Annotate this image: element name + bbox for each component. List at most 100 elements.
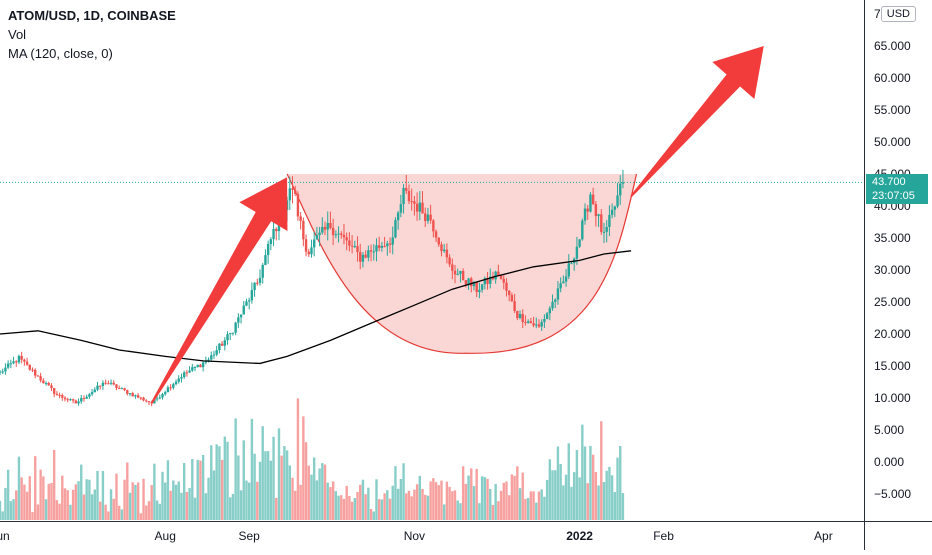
candle-body[interactable] bbox=[50, 385, 53, 389]
candle-body[interactable] bbox=[126, 390, 129, 394]
candle-body[interactable] bbox=[467, 278, 470, 285]
candle-body[interactable] bbox=[537, 324, 541, 327]
candle-body[interactable] bbox=[415, 203, 419, 212]
candle-body[interactable] bbox=[117, 387, 121, 389]
candle-body[interactable] bbox=[253, 282, 256, 291]
candle-body[interactable] bbox=[63, 397, 67, 400]
candle-body[interactable] bbox=[610, 209, 614, 215]
candle-body[interactable] bbox=[155, 398, 159, 400]
candle-body[interactable] bbox=[548, 308, 552, 314]
candle-body[interactable] bbox=[581, 220, 584, 240]
candle-body[interactable] bbox=[36, 375, 40, 377]
candle-body[interactable] bbox=[478, 289, 481, 293]
candle-body[interactable] bbox=[258, 277, 262, 283]
candle-body[interactable] bbox=[226, 334, 229, 341]
candle-body[interactable] bbox=[326, 222, 329, 230]
candle-body[interactable] bbox=[342, 234, 346, 238]
candle-body[interactable] bbox=[372, 251, 375, 253]
candle-body[interactable] bbox=[564, 276, 568, 282]
candle-body[interactable] bbox=[174, 381, 178, 385]
candle-body[interactable] bbox=[402, 187, 405, 205]
candle-body[interactable] bbox=[201, 362, 205, 368]
candle-body[interactable] bbox=[166, 387, 170, 393]
candle-body[interactable] bbox=[621, 182, 625, 184]
candle-body[interactable] bbox=[52, 388, 56, 394]
candle-body[interactable] bbox=[93, 389, 96, 393]
candle-body[interactable] bbox=[180, 377, 183, 379]
candle-body[interactable] bbox=[597, 214, 600, 217]
candle-body[interactable] bbox=[218, 343, 221, 351]
candle-body[interactable] bbox=[361, 254, 365, 262]
candle-body[interactable] bbox=[591, 194, 595, 205]
candle-body[interactable] bbox=[559, 283, 562, 289]
candle-body[interactable] bbox=[153, 398, 156, 404]
candle-body[interactable] bbox=[115, 384, 118, 388]
candle-body[interactable] bbox=[321, 226, 324, 233]
candle-body[interactable] bbox=[307, 251, 310, 255]
candle-body[interactable] bbox=[223, 340, 227, 346]
candle-body[interactable] bbox=[329, 222, 332, 228]
candle-body[interactable] bbox=[4, 367, 7, 372]
candle-body[interactable] bbox=[386, 243, 389, 247]
candle-body[interactable] bbox=[491, 276, 495, 280]
candle-body[interactable] bbox=[47, 383, 50, 386]
candle-body[interactable] bbox=[570, 263, 573, 265]
candle-body[interactable] bbox=[456, 273, 459, 275]
candle-body[interactable] bbox=[182, 372, 186, 378]
candle-body[interactable] bbox=[145, 400, 148, 402]
candle-body[interactable] bbox=[31, 369, 34, 371]
candle-body[interactable] bbox=[575, 246, 579, 259]
candle-body[interactable] bbox=[367, 250, 370, 258]
candle-body[interactable] bbox=[429, 214, 432, 221]
candle-body[interactable] bbox=[551, 301, 554, 309]
candle-body[interactable] bbox=[261, 264, 264, 278]
candle-body[interactable] bbox=[239, 314, 243, 318]
candle-body[interactable] bbox=[529, 321, 533, 324]
candle-body[interactable] bbox=[128, 393, 132, 395]
candle-body[interactable] bbox=[345, 237, 348, 241]
candle-body[interactable] bbox=[586, 208, 589, 212]
candle-body[interactable] bbox=[502, 278, 505, 283]
candle-body[interactable] bbox=[77, 401, 80, 404]
candle-body[interactable] bbox=[364, 254, 367, 258]
candle-body[interactable] bbox=[12, 361, 15, 364]
candle-body[interactable] bbox=[486, 278, 489, 284]
candle-body[interactable] bbox=[337, 233, 340, 235]
candle-body[interactable] bbox=[437, 237, 440, 245]
candle-body[interactable] bbox=[210, 355, 213, 360]
candle-body[interactable] bbox=[510, 295, 514, 302]
candle-body[interactable] bbox=[66, 399, 69, 401]
candle-body[interactable] bbox=[96, 385, 99, 390]
candle-body[interactable] bbox=[74, 400, 78, 404]
candle-body[interactable] bbox=[61, 395, 64, 398]
candle-body[interactable] bbox=[269, 239, 273, 245]
candle-body[interactable] bbox=[434, 231, 438, 238]
candle-body[interactable] bbox=[20, 355, 23, 360]
candle-body[interactable] bbox=[291, 188, 294, 190]
candle-body[interactable] bbox=[545, 313, 549, 319]
candle-body[interactable] bbox=[334, 234, 338, 236]
candle-body[interactable] bbox=[39, 376, 42, 381]
candle-body[interactable] bbox=[0, 371, 2, 373]
candle-body[interactable] bbox=[23, 359, 26, 362]
candle-body[interactable] bbox=[524, 322, 527, 324]
candle-body[interactable] bbox=[380, 246, 384, 248]
candle-body[interactable] bbox=[161, 394, 164, 398]
candle-body[interactable] bbox=[369, 250, 373, 252]
candle-body[interactable] bbox=[532, 323, 535, 326]
candle-body[interactable] bbox=[158, 397, 161, 399]
candle-body[interactable] bbox=[294, 189, 297, 194]
candle-body[interactable] bbox=[602, 231, 606, 233]
candle-body[interactable] bbox=[516, 310, 519, 319]
candle-body[interactable] bbox=[562, 281, 565, 284]
candle-body[interactable] bbox=[139, 397, 143, 399]
candle-body[interactable] bbox=[99, 385, 102, 387]
candle-body[interactable] bbox=[410, 201, 413, 203]
candle-body[interactable] bbox=[413, 201, 416, 204]
candle-body[interactable] bbox=[426, 214, 430, 222]
candle-body[interactable] bbox=[245, 301, 248, 306]
candle-body[interactable] bbox=[318, 232, 321, 236]
candle-body[interactable] bbox=[540, 321, 543, 327]
candle-body[interactable] bbox=[600, 214, 603, 232]
